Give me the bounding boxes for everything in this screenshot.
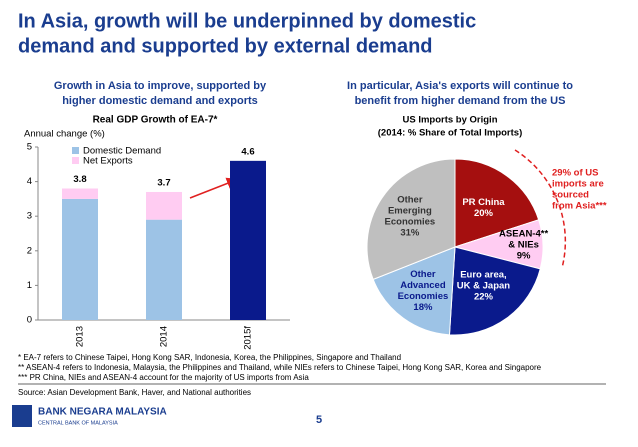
total-label: 3.7: [157, 177, 170, 188]
bar: [62, 198, 98, 320]
arrow: [189, 177, 239, 199]
y-tick-label: 2: [27, 245, 32, 256]
pie-slice: [448, 246, 541, 336]
legend-swatch: [72, 157, 79, 164]
slice-value: 9%: [517, 250, 531, 261]
y-tick-label: 3: [27, 211, 32, 222]
annotation: imports are: [552, 179, 604, 190]
slice-label: UK & Japan: [457, 281, 511, 292]
bar: [62, 188, 98, 199]
annotation: from Asia***: [552, 201, 607, 212]
y-tick-label: 4: [27, 176, 32, 187]
bar: [230, 160, 266, 320]
slice-value: 22%: [474, 292, 494, 303]
subtitle: Growth in Asia to improve, supported by: [54, 80, 267, 92]
slice-label: Other: [410, 269, 436, 280]
slice-value: 18%: [413, 302, 433, 313]
bar: [146, 191, 182, 220]
y-tick-label: 0: [27, 315, 32, 326]
bank-sub: CENTRAL BANK OF MALAYSIA: [38, 420, 118, 426]
slice-label: ASEAN-4**: [499, 228, 548, 239]
subtitle: benefit from higher demand from the US: [355, 95, 566, 107]
y-tick-label: 1: [27, 280, 32, 291]
x-tick-label: 2015f: [243, 326, 254, 350]
title: In Asia, growth will be underpinned by d…: [18, 10, 476, 32]
slice-value: 31%: [400, 227, 420, 238]
slice-label: Economies: [385, 216, 436, 227]
chart-title: Real GDP Growth of EA-7*: [93, 115, 218, 126]
pie-slice: [454, 158, 540, 248]
total-label: 4.6: [241, 146, 254, 157]
page-number: 5: [316, 414, 322, 426]
footnote: * EA-7 refers to Chinese Taipei, Hong Ko…: [18, 353, 401, 362]
annotation: 29% of US: [552, 168, 598, 179]
annotation: sourced: [552, 190, 589, 201]
x-tick-label: 2013: [75, 326, 86, 347]
subtitle: higher domestic demand and exports: [62, 95, 258, 107]
footnote: ** ASEAN-4 refers to Indonesia, Malaysia…: [18, 363, 542, 372]
pie-slice: [372, 246, 456, 336]
footnote: *** PR China, NIEs and ASEAN-4 account f…: [18, 373, 309, 382]
slice-label: & NIEs: [508, 239, 539, 250]
slice-label: Euro area,: [460, 270, 506, 281]
title: demand and supported by external demand: [18, 35, 433, 57]
bar: [146, 219, 182, 320]
slice-label: Advanced: [400, 280, 446, 291]
slice-label: PR China: [462, 197, 505, 208]
y-label: Annual change (%): [24, 129, 105, 140]
y-tick-label: 5: [27, 142, 32, 153]
bank-name: BANK NEGARA MALAYSIA: [38, 407, 167, 418]
slice-value: 20%: [474, 208, 494, 219]
slice-label: Emerging: [388, 205, 432, 216]
slice-label: Economies: [398, 291, 449, 302]
subtitle: In particular, Asia's exports will conti…: [347, 80, 573, 92]
chart-title: US Imports by Origin: [402, 115, 497, 126]
pie-slice: [366, 158, 456, 281]
legend-label: Domestic Demand: [83, 146, 161, 157]
dashed-arc: [514, 149, 567, 269]
source: Source: Asian Development Bank, Haver, a…: [18, 388, 251, 397]
total-label: 3.8: [73, 174, 86, 185]
chart-title: (2014: % Share of Total Imports): [378, 128, 522, 139]
legend-label: Net Exports: [83, 156, 133, 167]
legend-swatch: [72, 147, 79, 154]
slice-label: Other: [397, 194, 423, 205]
x-tick-label: 2014: [159, 326, 170, 347]
logo: [12, 405, 32, 427]
